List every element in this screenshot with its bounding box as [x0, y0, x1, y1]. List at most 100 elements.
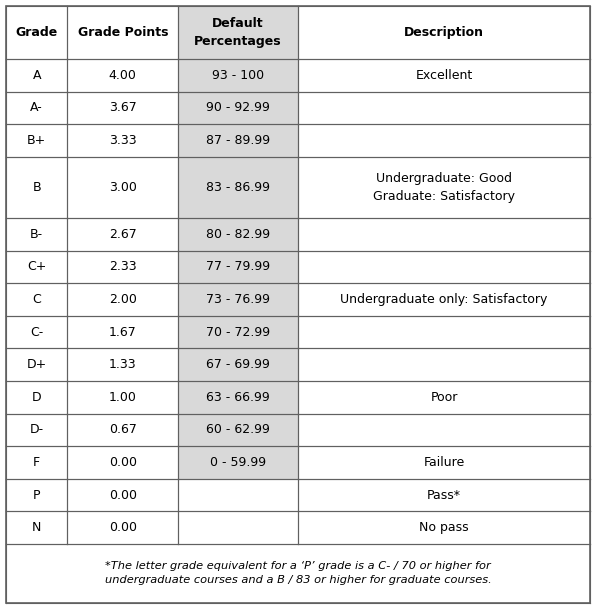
- Text: 2.67: 2.67: [109, 228, 136, 241]
- Bar: [178, 59, 298, 91]
- Text: C: C: [32, 293, 41, 306]
- Text: Undergraduate: Good
Graduate: Satisfactory: Undergraduate: Good Graduate: Satisfacto…: [373, 172, 515, 203]
- Text: Default
Percentages: Default Percentages: [194, 17, 282, 48]
- Text: 83 - 86.99: 83 - 86.99: [206, 181, 270, 194]
- Text: 67 - 69.99: 67 - 69.99: [206, 358, 270, 371]
- Bar: [298, 381, 590, 414]
- Bar: [298, 124, 590, 157]
- Text: 1.00: 1.00: [109, 391, 136, 404]
- Bar: [6, 218, 67, 250]
- Bar: [298, 157, 590, 218]
- Bar: [6, 91, 67, 124]
- Bar: [6, 157, 67, 218]
- Text: 77 - 79.99: 77 - 79.99: [206, 260, 270, 273]
- Bar: [6, 283, 67, 315]
- Bar: [6, 124, 67, 157]
- Text: 60 - 62.99: 60 - 62.99: [206, 423, 270, 436]
- Bar: [67, 512, 178, 544]
- Text: 87 - 89.99: 87 - 89.99: [206, 134, 270, 147]
- Text: B: B: [32, 181, 41, 194]
- Bar: [67, 315, 178, 348]
- Bar: [178, 250, 298, 283]
- Text: 1.33: 1.33: [109, 358, 136, 371]
- Text: 0.67: 0.67: [109, 423, 136, 436]
- Text: 0 - 59.99: 0 - 59.99: [210, 456, 266, 469]
- Bar: [178, 348, 298, 381]
- Bar: [6, 544, 590, 603]
- Text: C-: C-: [30, 325, 44, 339]
- Bar: [67, 157, 178, 218]
- Bar: [6, 59, 67, 91]
- Bar: [178, 512, 298, 544]
- Text: D+: D+: [27, 358, 46, 371]
- Bar: [67, 479, 178, 512]
- Text: 2.00: 2.00: [109, 293, 136, 306]
- Text: 1.67: 1.67: [109, 325, 136, 339]
- Bar: [67, 414, 178, 446]
- Bar: [298, 91, 590, 124]
- Bar: [178, 381, 298, 414]
- Text: 73 - 76.99: 73 - 76.99: [206, 293, 270, 306]
- Text: Poor: Poor: [430, 391, 458, 404]
- Bar: [298, 414, 590, 446]
- Bar: [67, 283, 178, 315]
- Text: 4.00: 4.00: [109, 69, 136, 82]
- Bar: [298, 218, 590, 250]
- Text: Grade: Grade: [15, 26, 58, 39]
- Bar: [67, 250, 178, 283]
- Text: B-: B-: [30, 228, 44, 241]
- Text: 90 - 92.99: 90 - 92.99: [206, 101, 270, 114]
- Text: Description: Description: [404, 26, 484, 39]
- Text: 0.00: 0.00: [109, 521, 137, 534]
- Text: Failure: Failure: [423, 456, 465, 469]
- Bar: [178, 479, 298, 512]
- Bar: [6, 348, 67, 381]
- Bar: [298, 315, 590, 348]
- Text: D: D: [32, 391, 42, 404]
- Text: Undergraduate only: Satisfactory: Undergraduate only: Satisfactory: [340, 293, 548, 306]
- Bar: [6, 250, 67, 283]
- Text: N: N: [32, 521, 41, 534]
- Bar: [298, 512, 590, 544]
- Text: 93 - 100: 93 - 100: [212, 69, 264, 82]
- Text: F: F: [33, 456, 40, 469]
- Bar: [67, 6, 178, 59]
- Bar: [298, 250, 590, 283]
- Bar: [6, 512, 67, 544]
- Bar: [6, 315, 67, 348]
- Text: 3.33: 3.33: [109, 134, 136, 147]
- Bar: [178, 124, 298, 157]
- Bar: [67, 124, 178, 157]
- Bar: [67, 381, 178, 414]
- Bar: [178, 157, 298, 218]
- Bar: [178, 414, 298, 446]
- Text: 3.00: 3.00: [109, 181, 136, 194]
- Bar: [67, 348, 178, 381]
- Bar: [298, 283, 590, 315]
- Bar: [67, 91, 178, 124]
- Text: C+: C+: [27, 260, 46, 273]
- Text: D-: D-: [30, 423, 44, 436]
- Text: 3.67: 3.67: [109, 101, 136, 114]
- Bar: [178, 446, 298, 479]
- Bar: [178, 283, 298, 315]
- Text: 70 - 72.99: 70 - 72.99: [206, 325, 270, 339]
- Bar: [178, 91, 298, 124]
- Text: A: A: [32, 69, 41, 82]
- Bar: [6, 414, 67, 446]
- Bar: [298, 446, 590, 479]
- Bar: [178, 315, 298, 348]
- Text: B+: B+: [27, 134, 46, 147]
- Bar: [67, 218, 178, 250]
- Bar: [67, 59, 178, 91]
- Text: 0.00: 0.00: [109, 488, 137, 501]
- Text: *The letter grade equivalent for a ‘P’ grade is a C- / 70 or higher for
undergra: *The letter grade equivalent for a ‘P’ g…: [105, 561, 491, 585]
- Text: 2.33: 2.33: [109, 260, 136, 273]
- Bar: [6, 446, 67, 479]
- Bar: [298, 6, 590, 59]
- Text: A-: A-: [30, 101, 43, 114]
- Bar: [6, 381, 67, 414]
- Text: Pass*: Pass*: [427, 488, 461, 501]
- Bar: [298, 348, 590, 381]
- Text: Excellent: Excellent: [415, 69, 473, 82]
